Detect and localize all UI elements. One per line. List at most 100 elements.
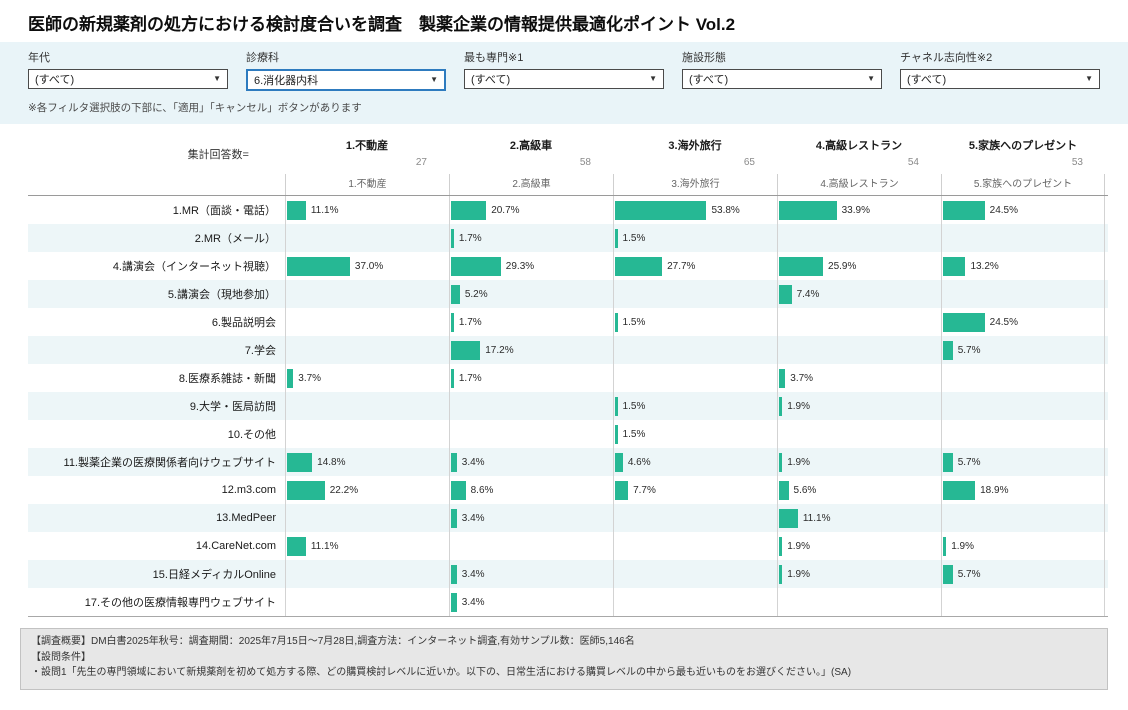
bar-cell (285, 504, 449, 532)
bar[interactable] (451, 256, 501, 276)
bar-cell: 24.5% (941, 308, 1105, 336)
filter-select-4[interactable]: (すべて) ▼ (900, 69, 1100, 89)
bar[interactable] (779, 284, 792, 304)
column-subheader: 3.海外旅行 (613, 174, 777, 195)
bar[interactable] (779, 536, 783, 556)
filter-group-3: 施設形態 (すべて) ▼ (682, 49, 882, 91)
bar[interactable] (943, 480, 976, 500)
filter-group-2: 最も専門※1 (すべて) ▼ (464, 49, 664, 91)
bar[interactable] (779, 480, 789, 500)
bar-cell (777, 588, 941, 616)
bar[interactable] (943, 340, 953, 360)
bar[interactable] (451, 284, 460, 304)
bar[interactable] (779, 564, 783, 584)
chevron-down-icon: ▼ (430, 75, 438, 84)
bar[interactable] (287, 256, 350, 276)
bar[interactable] (287, 480, 325, 500)
bar[interactable] (779, 508, 798, 528)
row-label: 10.その他 (227, 429, 276, 441)
filter-label: 最も専門※1 (464, 52, 524, 64)
bar-cell: 22.2% (285, 476, 449, 504)
filter-value: (すべて) (689, 74, 729, 86)
filter-value: (すべて) (471, 74, 511, 86)
bar-value-label: 3.7% (298, 372, 322, 384)
bar-value-label: 1.5% (622, 428, 646, 440)
bar-value-label: 5.7% (957, 568, 981, 580)
bar[interactable] (943, 536, 947, 556)
bar[interactable] (779, 452, 783, 472)
bar[interactable] (287, 200, 306, 220)
bar[interactable] (451, 592, 457, 612)
footer-line: 【調査概要】DM白書2025年秋号：調査期間：2025年7月15日～7月28日,… (31, 636, 635, 647)
bar-cell: 27.7% (613, 252, 777, 280)
bar-value-label: 13.2% (970, 260, 999, 272)
bar[interactable] (287, 452, 313, 472)
bar[interactable] (615, 312, 618, 332)
bar-value-label: 7.7% (633, 484, 656, 496)
bar-cell: 1.9% (777, 532, 941, 560)
bar-cell: 3.4% (449, 588, 613, 616)
bar[interactable] (943, 452, 953, 472)
bar[interactable] (287, 368, 294, 388)
bar[interactable] (287, 536, 306, 556)
bar-cell (941, 280, 1105, 308)
bar[interactable] (779, 200, 837, 220)
bar-cell (777, 224, 941, 252)
table-row: 13.MedPeer 3.4% 11.1% (28, 504, 1108, 532)
bar[interactable] (615, 480, 629, 500)
bar[interactable] (451, 480, 466, 500)
bar[interactable] (615, 200, 707, 220)
bar[interactable] (451, 564, 457, 584)
filter-select-0[interactable]: (すべて) ▼ (28, 69, 228, 89)
bar-cell: 25.9% (777, 252, 941, 280)
bar-cell (613, 588, 777, 616)
bar[interactable] (451, 312, 454, 332)
column-header-cells: 1.不動産 27 2.高級車 58 3.海外旅行 65 4.高級レストラン 54 5.家族へのプ… (285, 134, 1105, 174)
bar-cell: 3.4% (449, 448, 613, 476)
bar[interactable] (779, 396, 783, 416)
subheader-spacer (28, 174, 285, 195)
bar-cell (285, 224, 449, 252)
bar[interactable] (615, 256, 663, 276)
row-label: 12.m3.com (221, 484, 276, 496)
column-subheader: 4.高級レストラン (777, 174, 941, 195)
bar-cell: 1.5% (613, 420, 777, 448)
bar[interactable] (615, 424, 618, 444)
bar[interactable] (451, 340, 481, 360)
bar[interactable] (943, 256, 966, 276)
bar-cell: 3.4% (449, 504, 613, 532)
bar[interactable] (615, 452, 623, 472)
bar-cell (285, 420, 449, 448)
bar-cell: 53.8% (613, 196, 777, 224)
bar-value-label: 17.2% (485, 344, 514, 356)
bar-cell (285, 392, 449, 420)
bar[interactable] (615, 228, 618, 248)
bar-cell (285, 280, 449, 308)
bar-cell: 5.2% (449, 280, 613, 308)
bar[interactable] (451, 452, 457, 472)
bar-chart: 集計回答数= 1.不動産 27 2.高級車 58 3.海外旅行 65 4.高級レストラン 54… (28, 134, 1108, 617)
bar-cell: 11.1% (285, 532, 449, 560)
bar[interactable] (943, 200, 985, 220)
column-subheader: 5.家族へのプレゼント (941, 174, 1105, 195)
bar[interactable] (943, 564, 953, 584)
bar-value-label: 5.7% (957, 344, 981, 356)
bar[interactable] (779, 256, 824, 276)
bar[interactable] (615, 396, 618, 416)
bar-value-label: 27.7% (667, 260, 696, 272)
bar[interactable] (451, 200, 487, 220)
bar[interactable] (451, 368, 454, 388)
bar-cell (613, 560, 777, 588)
filter-select-3[interactable]: (すべて) ▼ (682, 69, 882, 89)
bar[interactable] (451, 508, 457, 528)
row-label: 4.講演会（インターネット視聴） (112, 261, 276, 273)
bar-value-label: 53.8% (711, 204, 740, 216)
filter-select-1[interactable]: 6.消化器内科 ▼ (246, 69, 446, 91)
chevron-down-icon: ▼ (1085, 74, 1093, 83)
bar[interactable] (451, 228, 454, 248)
bar[interactable] (779, 368, 786, 388)
filter-select-2[interactable]: (すべて) ▼ (464, 69, 664, 89)
bar-cell (449, 392, 613, 420)
bar[interactable] (943, 312, 985, 332)
filters-row: 年代 (すべて) ▼ 診療科 6.消化器内科 ▼ 最も専門※1 (すべて) ▼ 施設形態 (すべて)… (28, 49, 1100, 91)
